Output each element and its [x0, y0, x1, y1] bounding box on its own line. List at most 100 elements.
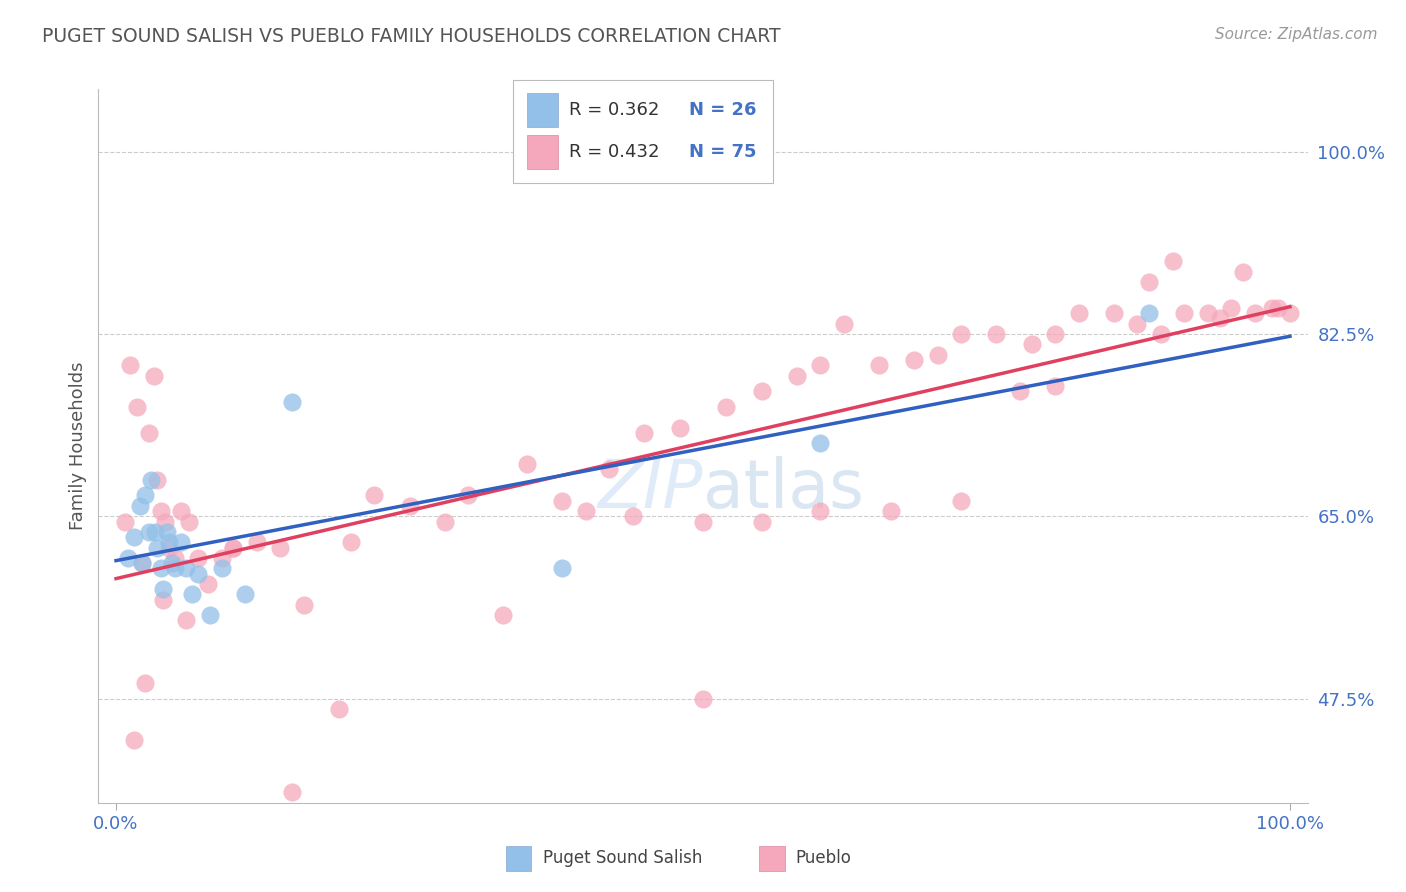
Point — [1008, 384, 1031, 399]
Point — [1208, 311, 1230, 326]
Point — [120, 358, 142, 372]
Point — [149, 561, 172, 575]
Point — [149, 504, 172, 518]
Point — [1278, 306, 1301, 320]
Point — [127, 400, 149, 414]
Point — [1267, 301, 1289, 315]
Point — [1137, 275, 1160, 289]
Point — [363, 488, 385, 502]
Point — [163, 551, 186, 566]
Point — [134, 488, 156, 502]
Text: R = 0.432: R = 0.432 — [569, 143, 659, 161]
Y-axis label: Family Households: Family Households — [69, 362, 87, 530]
Point — [1102, 306, 1125, 320]
Point — [281, 394, 304, 409]
Point — [1137, 306, 1160, 320]
Point — [1232, 264, 1254, 278]
Point — [716, 400, 738, 414]
Point — [786, 368, 808, 383]
Point — [516, 457, 538, 471]
Point — [1220, 301, 1243, 315]
Point — [551, 561, 574, 575]
Point — [433, 515, 456, 529]
Point — [246, 535, 269, 549]
Point — [176, 561, 198, 575]
Point — [138, 425, 160, 440]
Point — [551, 493, 574, 508]
Point — [808, 504, 831, 518]
Point — [222, 541, 245, 555]
Text: N = 75: N = 75 — [689, 143, 756, 161]
Point — [868, 358, 890, 372]
Point — [157, 541, 180, 555]
Point — [269, 541, 291, 555]
Text: atlas: atlas — [703, 456, 863, 522]
Point — [163, 561, 186, 575]
Point — [187, 566, 209, 581]
Point — [328, 702, 350, 716]
Point — [222, 541, 245, 555]
Point — [197, 577, 219, 591]
Point — [398, 499, 420, 513]
Point — [751, 384, 773, 399]
Point — [142, 368, 165, 383]
Point — [950, 326, 973, 341]
Point — [598, 462, 620, 476]
Text: R = 0.362: R = 0.362 — [569, 101, 659, 119]
Point — [457, 488, 479, 502]
Text: ZIP: ZIP — [598, 456, 703, 522]
Point — [122, 733, 145, 747]
Point — [808, 436, 831, 450]
Point — [162, 556, 184, 570]
Point — [1243, 306, 1265, 320]
Text: PUGET SOUND SALISH VS PUEBLO FAMILY HOUSEHOLDS CORRELATION CHART: PUGET SOUND SALISH VS PUEBLO FAMILY HOUS… — [42, 27, 780, 45]
Point — [152, 592, 174, 607]
Point — [1067, 306, 1090, 320]
Point — [668, 421, 690, 435]
Point — [1043, 379, 1066, 393]
Point — [177, 515, 200, 529]
Point — [621, 509, 644, 524]
Point — [880, 504, 903, 518]
Point — [1261, 301, 1284, 315]
Point — [1043, 326, 1066, 341]
Point — [292, 598, 315, 612]
Point — [281, 785, 304, 799]
Point — [832, 317, 855, 331]
Point — [169, 535, 191, 549]
Point — [152, 582, 174, 597]
Point — [492, 608, 515, 623]
Point — [211, 561, 233, 575]
Point — [146, 473, 169, 487]
Point — [198, 608, 221, 623]
Point — [131, 556, 153, 570]
Point — [138, 524, 160, 539]
Point — [141, 473, 163, 487]
Point — [808, 358, 831, 372]
Point — [211, 551, 233, 566]
Point — [633, 425, 655, 440]
Point — [155, 524, 177, 539]
Point — [1197, 306, 1219, 320]
Point — [751, 515, 773, 529]
Text: Puget Sound Salish: Puget Sound Salish — [543, 849, 702, 867]
Point — [1173, 306, 1195, 320]
Point — [122, 530, 145, 544]
Point — [950, 493, 973, 508]
Point — [1021, 337, 1043, 351]
Point — [1161, 254, 1184, 268]
Point — [575, 504, 598, 518]
Point — [340, 535, 363, 549]
Point — [181, 587, 204, 601]
Point — [927, 348, 949, 362]
Point — [187, 551, 209, 566]
Text: Source: ZipAtlas.com: Source: ZipAtlas.com — [1215, 27, 1378, 42]
Point — [157, 535, 180, 549]
Point — [1126, 317, 1149, 331]
Point — [986, 326, 1008, 341]
Text: N = 26: N = 26 — [689, 101, 756, 119]
Point — [146, 541, 169, 555]
Point — [1150, 326, 1173, 341]
Point — [117, 551, 139, 566]
Point — [155, 515, 177, 529]
